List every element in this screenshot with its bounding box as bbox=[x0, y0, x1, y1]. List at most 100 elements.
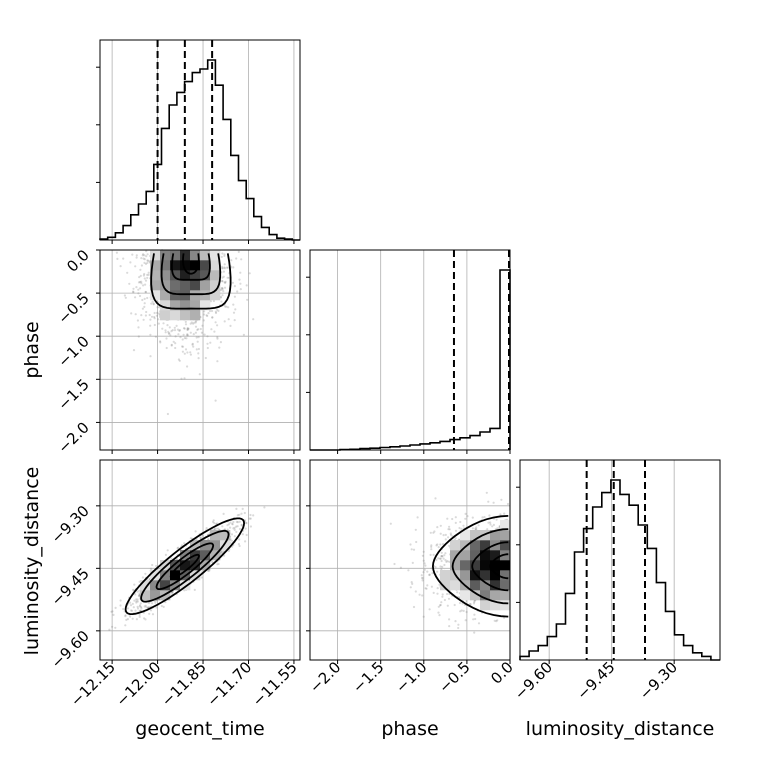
sample-point bbox=[421, 577, 424, 580]
sample-point bbox=[465, 610, 468, 614]
sample-point bbox=[240, 523, 243, 526]
sample-point bbox=[446, 592, 449, 596]
sample-point bbox=[498, 526, 501, 530]
density-cell-phase-luminosity_distance bbox=[450, 540, 461, 551]
density-cell-phase-luminosity_distance bbox=[470, 540, 481, 551]
sample-point bbox=[153, 323, 156, 327]
sample-point bbox=[148, 313, 151, 317]
sample-point bbox=[153, 311, 156, 315]
sample-point bbox=[421, 576, 424, 579]
sample-point bbox=[464, 512, 467, 516]
sample-point bbox=[140, 314, 143, 317]
sample-point bbox=[217, 527, 220, 530]
sample-point bbox=[252, 318, 255, 321]
sample-point bbox=[389, 522, 392, 525]
sample-point bbox=[456, 591, 459, 594]
sample-point bbox=[172, 340, 175, 343]
sample-point bbox=[180, 377, 183, 380]
sample-point bbox=[222, 512, 225, 516]
sample-point bbox=[441, 555, 444, 558]
sample-point bbox=[428, 573, 431, 576]
sample-point bbox=[181, 345, 185, 348]
sample-point bbox=[189, 353, 192, 356]
sample-point bbox=[429, 553, 432, 557]
histograms bbox=[99, 59, 720, 661]
sample-point bbox=[125, 618, 128, 622]
sample-point bbox=[221, 265, 224, 268]
sample-point bbox=[112, 613, 115, 617]
sample-point bbox=[197, 357, 200, 360]
sample-point bbox=[434, 497, 437, 500]
sample-point bbox=[206, 314, 209, 318]
x-axis-label-luminosity-distance: luminosity_distance bbox=[526, 718, 715, 740]
sample-point bbox=[212, 519, 215, 522]
sample-point bbox=[236, 521, 239, 524]
sample-point bbox=[138, 276, 141, 279]
density-cell-geocent_time-phase bbox=[200, 260, 211, 271]
sample-point bbox=[466, 515, 469, 518]
sample-point bbox=[213, 521, 216, 525]
sample-point bbox=[137, 326, 140, 329]
sample-point bbox=[216, 308, 219, 311]
contour-geocent_time-luminosity_distance-0 bbox=[169, 553, 200, 579]
sample-point bbox=[144, 290, 147, 294]
sample-point bbox=[235, 257, 238, 260]
density-cell-geocent_time-luminosity_distance bbox=[140, 590, 151, 601]
sample-point bbox=[440, 559, 443, 563]
sample-point bbox=[464, 619, 467, 622]
sample-point bbox=[164, 329, 167, 332]
sample-point bbox=[131, 588, 135, 592]
sample-point bbox=[139, 274, 142, 277]
sample-point bbox=[485, 491, 488, 494]
density-cell-geocent_time-phase bbox=[180, 250, 191, 261]
density-cell-geocent_time-phase bbox=[170, 310, 181, 321]
sample-point bbox=[134, 296, 137, 299]
sample-point bbox=[139, 604, 142, 607]
sample-point bbox=[453, 603, 456, 607]
density-cell-phase-luminosity_distance bbox=[500, 530, 511, 541]
density-cell-geocent_time-phase bbox=[160, 270, 171, 281]
sample-point bbox=[193, 321, 196, 324]
sample-point bbox=[245, 522, 248, 525]
density-cell-phase-luminosity_distance bbox=[500, 540, 511, 551]
contour-phase-luminosity_distance-2 bbox=[451, 528, 509, 605]
sample-point bbox=[458, 601, 462, 605]
sample-point bbox=[223, 528, 226, 531]
sample-point bbox=[132, 606, 135, 609]
sample-point bbox=[439, 543, 442, 546]
density-cell-geocent_time-luminosity_distance bbox=[190, 540, 201, 551]
sample-point bbox=[199, 536, 202, 540]
sample-point bbox=[181, 338, 184, 341]
sample-point bbox=[170, 557, 173, 560]
sample-point bbox=[221, 525, 224, 528]
sample-point bbox=[445, 560, 448, 564]
x-tick-label-geocent_time-0: −12.15 bbox=[67, 658, 119, 710]
sample-point bbox=[150, 315, 154, 318]
sample-point bbox=[147, 259, 150, 262]
sample-point bbox=[443, 563, 446, 567]
sample-point bbox=[421, 594, 424, 597]
panel-frame-phase-luminosity_distance bbox=[309, 459, 511, 661]
sample-point bbox=[134, 265, 137, 268]
sample-point bbox=[443, 554, 446, 557]
sample-point bbox=[186, 328, 189, 331]
quantile-lines bbox=[156, 40, 646, 660]
sample-point bbox=[138, 294, 142, 298]
sample-point bbox=[143, 272, 146, 276]
density-cell-phase-luminosity_distance bbox=[500, 570, 511, 581]
sample-point bbox=[222, 290, 225, 293]
sample-point bbox=[140, 257, 143, 260]
sample-point bbox=[143, 254, 146, 257]
sample-point bbox=[152, 303, 155, 306]
sample-point bbox=[233, 285, 236, 288]
density-cell-geocent_time-luminosity_distance bbox=[190, 570, 201, 581]
sample-point bbox=[447, 528, 450, 531]
density-cell-geocent_time-phase bbox=[190, 300, 201, 311]
density-cell-phase-luminosity_distance bbox=[460, 530, 471, 541]
sample-point bbox=[428, 608, 431, 611]
sample-point bbox=[151, 613, 155, 616]
sample-point bbox=[232, 520, 235, 524]
panel-frame-geocent_time-phase bbox=[99, 249, 301, 451]
panel-frame-geocent_time-geocent_time bbox=[99, 39, 301, 241]
sample-point bbox=[209, 341, 212, 344]
